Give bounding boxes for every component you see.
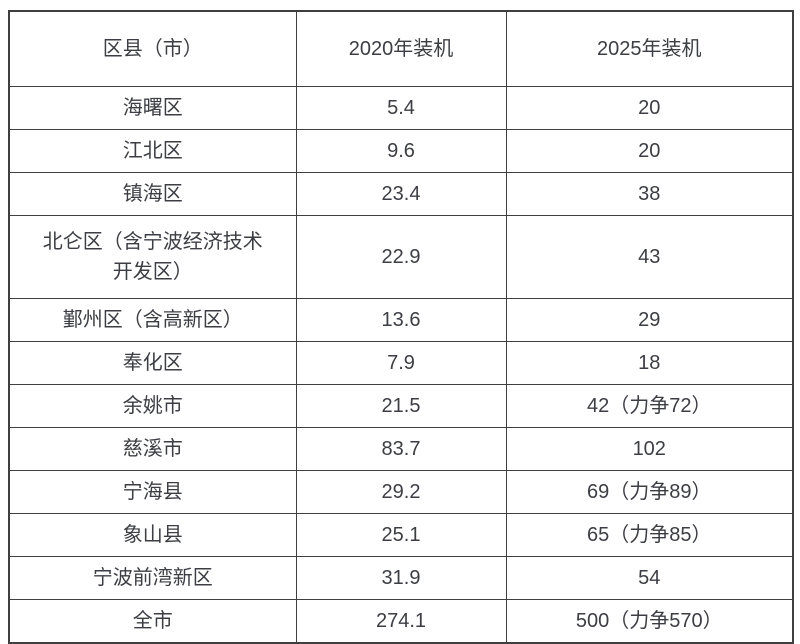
value-2020-cell: 13.6 [295,298,507,342]
header-cell-district: 区县（市） [8,10,297,87]
district-name-cell: 宁海县 [8,470,297,514]
value-2025-cell: 20 [505,86,794,130]
table-row: 宁海县 29.2 69（力争89） [8,470,794,514]
table-row: 鄞州区（含高新区） 13.6 29 [8,298,794,342]
value-2020-cell: 25.1 [295,513,507,557]
value-2020-cell: 23.4 [295,172,507,216]
table-row: 全市 274.1 500（力争570） [8,599,794,644]
value-2025-cell: 42（力争72） [505,384,794,428]
district-name-cell: 象山县 [8,513,297,557]
value-2020-cell: 7.9 [295,341,507,385]
value-2025-cell: 18 [505,341,794,385]
district-name-cell: 鄞州区（含高新区） [8,298,297,342]
table-row: 北仑区（含宁波经济技术开发区） 22.9 43 [8,215,794,299]
value-2025-cell: 54 [505,556,794,600]
district-name-cell: 奉化区 [8,341,297,385]
value-2025-cell: 69（力争89） [505,470,794,514]
table-row: 余姚市 21.5 42（力争72） [8,384,794,428]
header-cell-2025-capacity: 2025年装机 [505,10,794,87]
value-2020-cell: 22.9 [295,215,507,299]
value-2020-cell: 5.4 [295,86,507,130]
table-row: 江北区 9.6 20 [8,129,794,173]
header-row: 区县（市） 2020年装机 2025年装机 [8,10,794,87]
header-cell-2020-capacity: 2020年装机 [295,10,507,87]
value-2025-cell: 500（力争570） [505,599,794,644]
district-name-cell: 海曙区 [8,86,297,130]
value-2025-cell: 29 [505,298,794,342]
table-row: 奉化区 7.9 18 [8,341,794,385]
district-name-cell: 镇海区 [8,172,297,216]
district-name-cell: 慈溪市 [8,427,297,471]
table-row: 慈溪市 83.7 102 [8,427,794,471]
value-2020-cell: 9.6 [295,129,507,173]
installed-capacity-table: 区县（市） 2020年装机 2025年装机 海曙区 5.4 20 江北区 9.6… [8,10,794,644]
value-2025-cell: 102 [505,427,794,471]
district-name-cell: 江北区 [8,129,297,173]
value-2020-cell: 29.2 [295,470,507,514]
district-name-cell: 宁波前湾新区 [8,556,297,600]
district-name-cell: 余姚市 [8,384,297,428]
table-row: 海曙区 5.4 20 [8,86,794,130]
table-row: 镇海区 23.4 38 [8,172,794,216]
table-header: 区县（市） 2020年装机 2025年装机 [8,10,794,87]
value-2020-cell: 21.5 [295,384,507,428]
table-row: 宁波前湾新区 31.9 54 [8,556,794,600]
value-2020-cell: 274.1 [295,599,507,644]
district-name-cell: 北仑区（含宁波经济技术开发区） [8,215,297,299]
value-2025-cell: 43 [505,215,794,299]
value-2025-cell: 65（力争85） [505,513,794,557]
district-name-cell: 全市 [8,599,297,644]
table-row: 象山县 25.1 65（力争85） [8,513,794,557]
value-2025-cell: 38 [505,172,794,216]
table-body: 海曙区 5.4 20 江北区 9.6 20 镇海区 23.4 38 北仑区（含宁… [8,86,794,644]
value-2020-cell: 83.7 [295,427,507,471]
value-2020-cell: 31.9 [295,556,507,600]
value-2025-cell: 20 [505,129,794,173]
